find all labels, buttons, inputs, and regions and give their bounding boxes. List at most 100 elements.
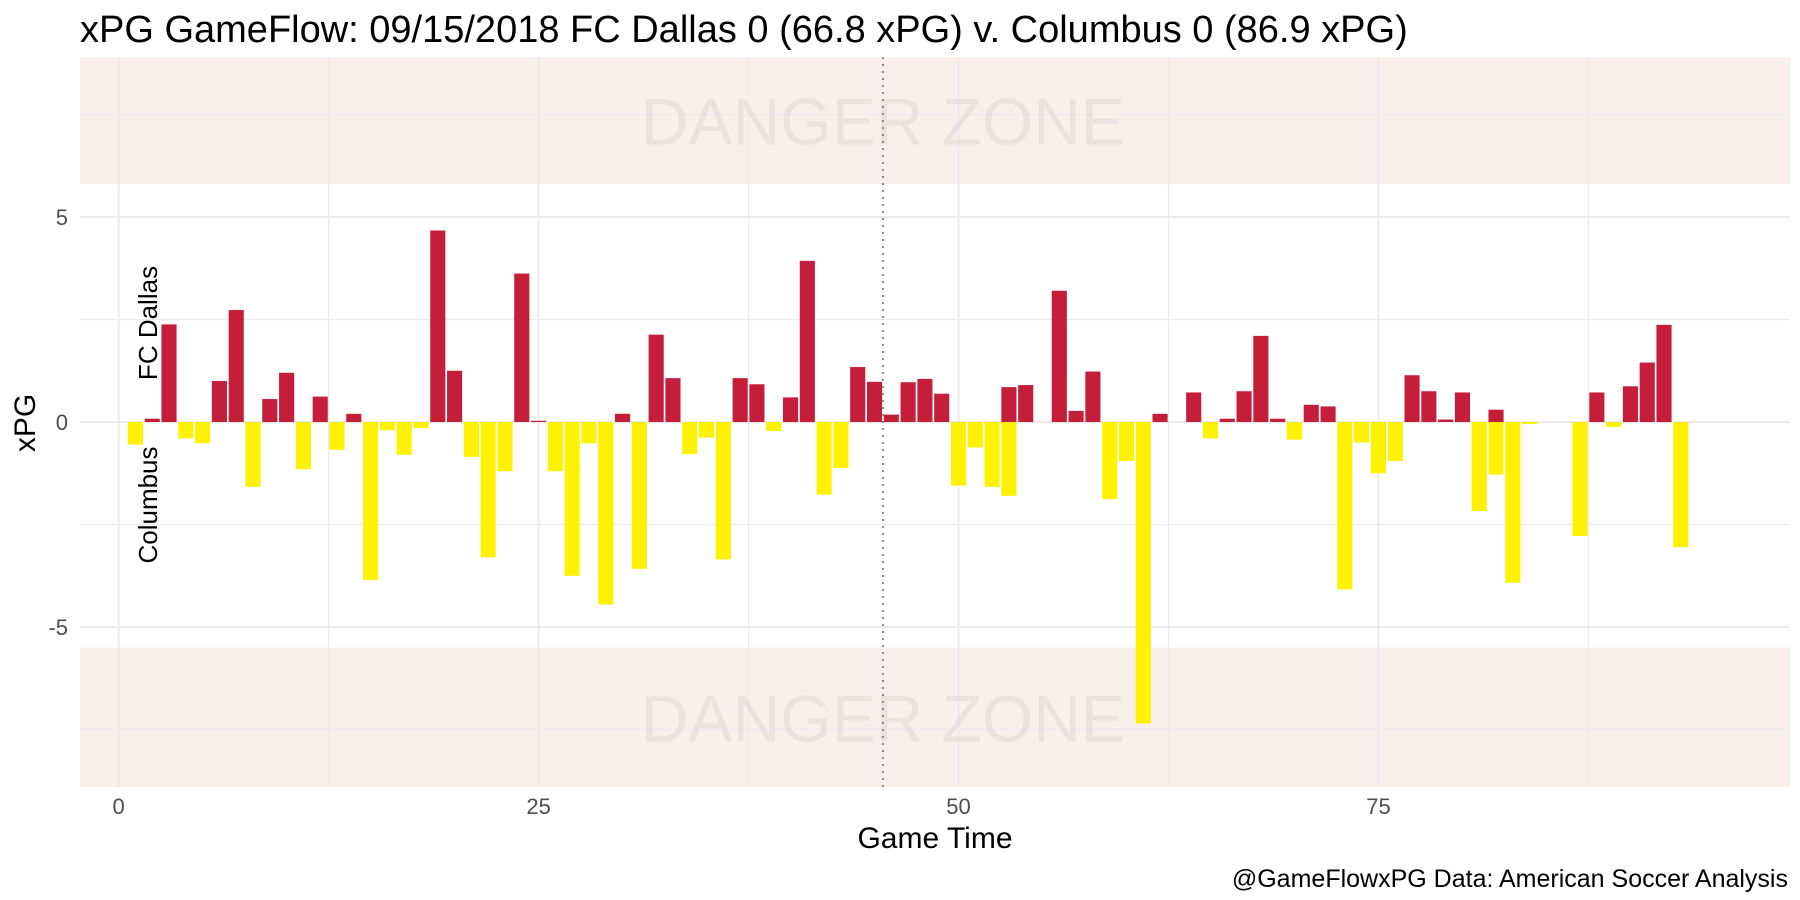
bar-fc-dallas [648, 334, 664, 422]
bar-fc-dallas [447, 370, 463, 422]
bar-fc-dallas [1320, 406, 1336, 422]
bar-fc-dallas [782, 397, 799, 422]
bar-fc-dallas [850, 367, 866, 422]
bar-columbus [564, 422, 580, 576]
danger-band-lower [80, 647, 1790, 787]
bar-columbus [816, 422, 832, 495]
bar-columbus [1387, 422, 1403, 461]
bar-fc-dallas [144, 418, 160, 422]
bar-columbus [1505, 422, 1521, 583]
y-axis-ticks: -5 0 5 [48, 205, 68, 640]
bar-fc-dallas [917, 378, 933, 422]
bar-fc-dallas [346, 413, 362, 422]
bar-columbus [766, 422, 782, 432]
bar-fc-dallas [1051, 290, 1067, 422]
bar-columbus [295, 422, 311, 470]
bar-columbus [1488, 422, 1504, 475]
y-axis-title: xPG [9, 394, 42, 452]
bar-fc-dallas [1639, 362, 1655, 422]
danger-band-upper [80, 57, 1790, 185]
team-label-fc-dallas: FC Dallas [133, 266, 163, 380]
bar-fc-dallas [1589, 392, 1605, 422]
bar-fc-dallas [1001, 387, 1017, 422]
y-tick-label: 5 [56, 205, 68, 230]
bar-fc-dallas [430, 230, 446, 422]
danger-zones [80, 57, 1790, 787]
bar-columbus [178, 422, 194, 439]
bar-fc-dallas [312, 396, 328, 422]
bar-fc-dallas [1085, 371, 1101, 422]
bar-columbus [127, 422, 143, 445]
bar-columbus [1606, 422, 1622, 427]
y-tick-label: 0 [56, 410, 68, 435]
bar-fc-dallas [1421, 391, 1437, 422]
bar-columbus [1001, 422, 1017, 496]
bar-columbus [329, 422, 345, 450]
bar-columbus [1102, 422, 1118, 500]
bar-fc-dallas [531, 420, 547, 422]
chart-title: xPG GameFlow: 09/15/2018 FC Dallas 0 (66… [80, 9, 1408, 51]
bar-fc-dallas [161, 324, 177, 422]
bar-columbus [1135, 422, 1151, 724]
bar-fc-dallas [883, 414, 899, 422]
bar-columbus [682, 422, 698, 454]
bar-columbus [463, 422, 479, 457]
bar-fc-dallas [665, 378, 681, 422]
bar-fc-dallas [1018, 385, 1034, 422]
x-tick-label: 50 [946, 794, 970, 819]
danger-zone-label-lower: DANGER ZONE [641, 681, 1125, 755]
bar-columbus [396, 422, 412, 455]
bar-fc-dallas [1186, 392, 1202, 422]
bar-columbus [245, 422, 261, 487]
x-tick-label: 0 [113, 794, 125, 819]
bar-columbus [1572, 422, 1588, 537]
bar-columbus [1370, 422, 1387, 474]
bar-columbus [833, 422, 849, 468]
bar-columbus [195, 422, 211, 444]
bar-fc-dallas [279, 372, 295, 422]
bar-columbus [1471, 422, 1487, 511]
bar-fc-dallas [514, 273, 530, 422]
bar-fc-dallas [1303, 404, 1319, 422]
bar-columbus [715, 422, 731, 560]
bar-fc-dallas [1622, 386, 1638, 422]
bar-columbus [1286, 422, 1303, 440]
team-label-columbus: Columbus [133, 446, 163, 563]
x-axis-title: Game Time [857, 822, 1012, 855]
bar-fc-dallas [228, 310, 244, 422]
bar-columbus [581, 422, 597, 444]
bar-columbus [363, 422, 379, 580]
source-caption: @GameFlowxPG Data: American Soccer Analy… [1232, 865, 1788, 893]
bar-columbus [379, 422, 395, 431]
bar-fc-dallas [1454, 392, 1471, 422]
bar-fc-dallas [1068, 410, 1084, 422]
bar-fc-dallas [1488, 409, 1504, 422]
bar-columbus [1522, 422, 1538, 425]
bar-fc-dallas [866, 381, 883, 422]
x-tick-label: 75 [1366, 794, 1390, 819]
bar-fc-dallas [1219, 418, 1235, 422]
bar-fc-dallas [1656, 324, 1672, 422]
bar-columbus [1337, 422, 1353, 590]
bar-fc-dallas [934, 393, 950, 422]
xpg-bars [127, 230, 1689, 724]
bar-fc-dallas [1438, 419, 1454, 422]
bar-columbus [1202, 422, 1219, 439]
bar-fc-dallas [900, 382, 916, 422]
bar-columbus [1673, 422, 1689, 548]
bar-columbus [1354, 422, 1370, 443]
bar-columbus [967, 422, 983, 448]
bar-fc-dallas [211, 380, 227, 422]
bar-columbus [950, 422, 967, 486]
bar-fc-dallas [1270, 418, 1286, 422]
bar-fc-dallas [1152, 413, 1168, 422]
bar-fc-dallas [732, 378, 748, 422]
bar-columbus [547, 422, 563, 472]
y-tick-label: -5 [48, 615, 68, 640]
bar-columbus [984, 422, 1000, 487]
bar-fc-dallas [1404, 375, 1420, 422]
bar-fc-dallas [1253, 335, 1269, 422]
